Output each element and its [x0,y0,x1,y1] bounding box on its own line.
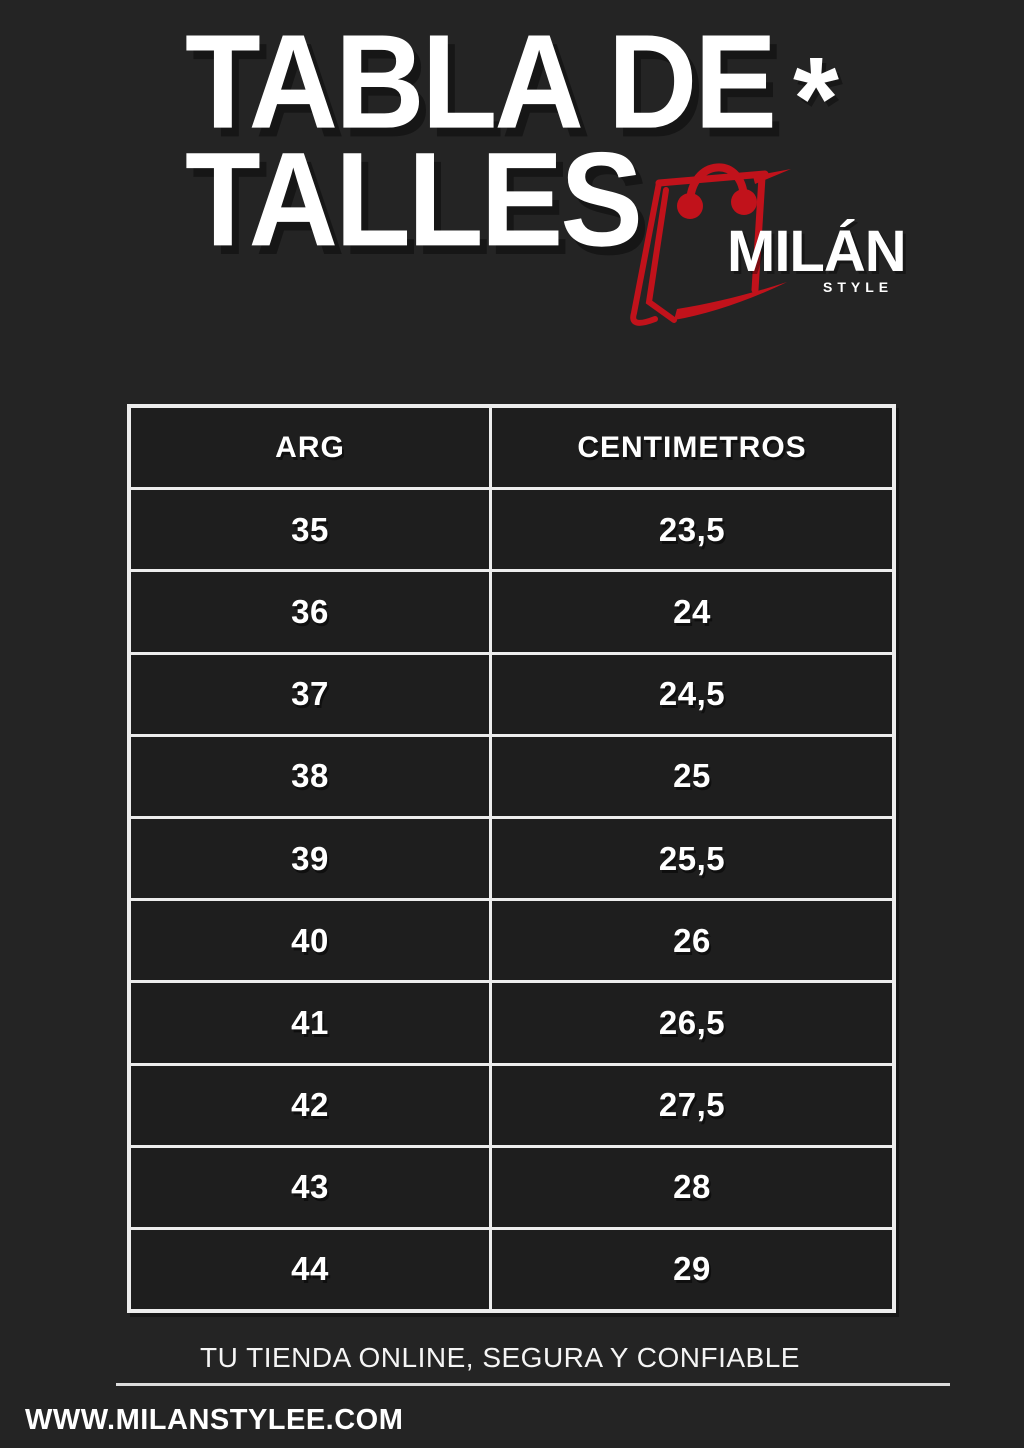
table-row: 42 27,5 [131,1065,892,1145]
brand-name: MILÁN [727,219,907,284]
page-title-line1: TABLA DE [185,7,777,157]
table-row: 40 26 [131,901,892,981]
size-table: ARG CENTIMETROS 35 23,5 36 24 37 24,5 38 25 39 25,5… [127,404,896,1313]
table-cell: 36 [131,572,489,652]
table-cell: 41 [131,983,489,1063]
table-cell: 44 [131,1229,489,1310]
table-row: 41 26,5 [131,983,892,1063]
table-cell: 24,5 [492,654,892,734]
table-cell: 42 [131,1065,489,1145]
brand-logo: MILÁN STYLE [615,142,925,362]
table-cell: 27,5 [492,1065,892,1145]
table-cell: 24 [492,572,892,652]
store-tagline: TU TIENDA ONLINE, SEGURA Y CONFIABLE [200,1342,800,1373]
footer-divider [116,1383,950,1386]
table-cell: 23,5 [492,490,892,570]
website-url: WWW.MILANSTYLEE.COM [25,1404,404,1436]
table-cell: 35 [131,490,489,570]
table-cell: 25,5 [492,818,892,899]
table-header-row: ARG CENTIMETROS [131,408,892,488]
table-cell: 26 [492,901,892,981]
shopping-bag-icon [630,163,791,326]
table-row: 36 24 [131,572,892,652]
page-title: TABLA DE TALLES [185,7,777,275]
asterisk-decoration-icon: * [793,33,839,165]
column-header: CENTIMETROS [492,408,892,488]
table-cell: 40 [131,901,489,981]
table-cell: 43 [131,1147,489,1227]
column-header: ARG [131,408,489,488]
table-cell: 26,5 [492,983,892,1063]
table-cell: 37 [131,654,489,734]
table-row: 38 25 [131,736,892,816]
table-cell: 38 [131,736,489,816]
table-row: 35 23,5 [131,490,892,570]
table-row: 43 28 [131,1147,892,1227]
brand-subtitle: STYLE [823,279,894,295]
table-cell: 28 [492,1147,892,1227]
table-cell: 25 [492,736,892,816]
table-cell: 29 [492,1229,892,1310]
page-title-line2: TALLES [185,125,643,275]
table-cell: 39 [131,818,489,899]
table-row: 37 24,5 [131,654,892,734]
table-row: 44 29 [131,1229,892,1310]
table-row: 39 25,5 [131,818,892,899]
